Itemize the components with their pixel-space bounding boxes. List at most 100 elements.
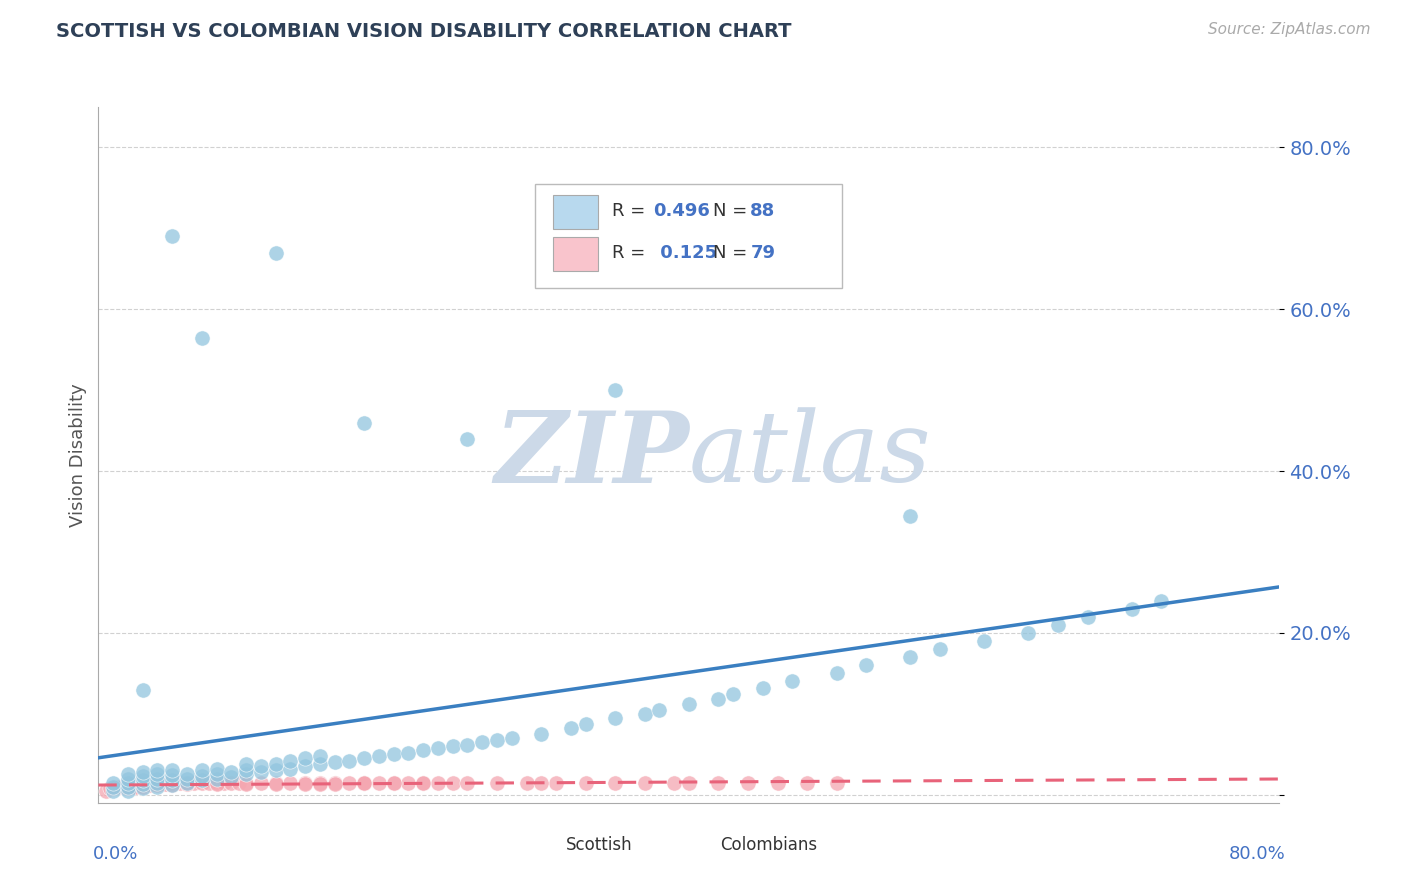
Point: [219, 775, 242, 789]
Point: [162, 776, 183, 790]
Point: [796, 775, 818, 789]
Point: [162, 778, 183, 792]
Text: 0.496: 0.496: [654, 202, 710, 220]
Text: N =: N =: [713, 202, 752, 220]
Point: [1121, 601, 1143, 615]
Point: [191, 764, 214, 778]
Point: [176, 777, 198, 791]
Text: 79: 79: [751, 244, 775, 262]
Point: [309, 756, 332, 771]
Point: [219, 765, 242, 780]
Point: [456, 432, 478, 446]
Point: [294, 777, 316, 791]
Point: [205, 762, 228, 776]
Point: [782, 674, 804, 689]
Point: [124, 780, 146, 794]
Point: [117, 783, 139, 797]
FancyBboxPatch shape: [553, 195, 598, 229]
Point: [294, 775, 316, 789]
Point: [678, 776, 700, 790]
Point: [766, 776, 789, 790]
Point: [264, 764, 287, 778]
Point: [122, 778, 145, 792]
Point: [309, 748, 332, 763]
Point: [337, 754, 360, 768]
Point: [146, 764, 169, 778]
Point: [353, 775, 375, 789]
Point: [162, 229, 183, 244]
Point: [205, 777, 228, 791]
Point: [353, 416, 375, 430]
FancyBboxPatch shape: [523, 832, 560, 858]
Point: [146, 777, 169, 791]
Point: [157, 776, 180, 790]
Point: [235, 764, 257, 778]
Point: [162, 764, 183, 778]
Point: [486, 775, 509, 789]
Point: [382, 775, 405, 789]
Point: [278, 754, 302, 768]
Point: [132, 778, 155, 792]
Point: [412, 743, 434, 757]
Text: SCOTTISH VS COLOMBIAN VISION DISABILITY CORRELATION CHART: SCOTTISH VS COLOMBIAN VISION DISABILITY …: [56, 22, 792, 41]
Point: [530, 775, 553, 789]
Text: 0.125: 0.125: [654, 244, 717, 262]
Point: [117, 775, 139, 789]
Text: Colombians: Colombians: [720, 836, 817, 854]
Point: [103, 781, 125, 796]
Point: [146, 778, 169, 792]
Point: [250, 775, 273, 789]
Point: [707, 776, 730, 790]
Point: [111, 780, 134, 794]
Point: [294, 751, 316, 765]
Point: [135, 778, 157, 792]
Point: [146, 775, 169, 789]
Point: [353, 776, 375, 790]
Point: [574, 716, 596, 731]
Point: [235, 775, 257, 789]
Text: atlas: atlas: [689, 408, 932, 502]
Point: [117, 772, 139, 786]
Point: [353, 776, 375, 790]
Point: [427, 740, 450, 755]
Point: [162, 768, 183, 782]
Point: [205, 767, 228, 781]
Point: [114, 780, 136, 794]
Point: [117, 767, 139, 781]
Point: [191, 773, 214, 788]
Point: [323, 777, 346, 791]
Point: [132, 780, 155, 794]
Point: [1017, 626, 1039, 640]
FancyBboxPatch shape: [536, 184, 842, 288]
FancyBboxPatch shape: [678, 832, 713, 858]
Point: [737, 776, 759, 790]
Point: [183, 776, 205, 790]
Point: [152, 777, 174, 791]
Point: [176, 776, 198, 790]
Point: [309, 777, 332, 791]
Point: [132, 682, 155, 697]
Point: [678, 697, 700, 711]
Point: [205, 772, 228, 786]
Point: [264, 775, 287, 789]
Point: [664, 775, 686, 789]
Point: [544, 775, 567, 789]
Point: [471, 735, 494, 749]
Point: [235, 777, 257, 791]
Text: N =: N =: [713, 244, 752, 262]
Point: [94, 783, 117, 797]
Point: [138, 778, 160, 792]
Point: [264, 245, 287, 260]
Text: R =: R =: [612, 244, 651, 262]
Point: [721, 687, 744, 701]
Point: [235, 756, 257, 771]
Point: [103, 775, 125, 789]
Point: [278, 775, 302, 789]
Point: [198, 775, 221, 789]
Point: [368, 748, 391, 763]
Point: [382, 776, 405, 790]
Point: [155, 777, 177, 791]
Point: [353, 751, 375, 765]
Point: [825, 775, 848, 789]
Point: [278, 762, 302, 776]
